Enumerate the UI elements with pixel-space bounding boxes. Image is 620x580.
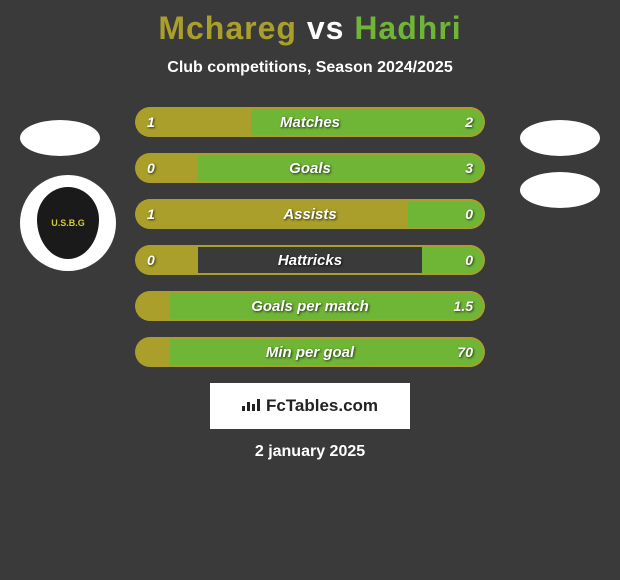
- date-label: 2 january 2025: [0, 443, 620, 461]
- stat-row: Goals0 3: [135, 153, 485, 183]
- subtitle: Club competitions, Season 2024/2025: [0, 59, 620, 77]
- infographic-container: Mchareg vs Hadhri Club competitions, Sea…: [0, 0, 620, 580]
- player1-club-logo: U.S.B.G: [20, 175, 116, 271]
- stat-row: Hattricks0 0: [135, 245, 485, 275]
- stat-value-right: 2: [465, 107, 473, 137]
- stat-value-right: 1.5: [454, 291, 473, 321]
- stats-bars: Matches12Goals03Assists10Hattricks00Goal…: [135, 107, 485, 367]
- stat-value-right: 0: [465, 245, 473, 275]
- stat-value-left: 0: [147, 153, 155, 183]
- source-badge: FcTables.com: [210, 383, 410, 429]
- stat-label: Matches: [135, 107, 485, 137]
- page-title: Mchareg vs Hadhri: [0, 10, 620, 47]
- club-badge-text: U.S.B.G: [51, 219, 85, 228]
- stat-label: Goals: [135, 153, 485, 183]
- chart-icon: [242, 397, 260, 416]
- player1-avatar-placeholder: [20, 120, 100, 156]
- stat-value-left: 0: [147, 245, 155, 275]
- stat-row: Min per goal70: [135, 337, 485, 367]
- player1-name: Mchareg: [158, 10, 297, 46]
- stat-row: Assists1 0: [135, 199, 485, 229]
- stat-label: Hattricks: [135, 245, 485, 275]
- stat-label: Goals per match: [135, 291, 485, 321]
- vs-text: vs: [307, 10, 345, 46]
- stat-value-left: 1: [147, 107, 155, 137]
- source-text: FcTables.com: [266, 396, 378, 416]
- stat-row: Goals per match1.5: [135, 291, 485, 321]
- stat-value-right: 3: [465, 153, 473, 183]
- club-badge: U.S.B.G: [37, 187, 99, 259]
- player2-avatar-placeholder: [520, 120, 600, 156]
- player2-name: Hadhri: [354, 10, 461, 46]
- stat-value-right: 0: [465, 199, 473, 229]
- player2-club-logo-placeholder: [520, 172, 600, 208]
- stat-value-left: 1: [147, 199, 155, 229]
- stat-label: Assists: [135, 199, 485, 229]
- stat-row: Matches1 2: [135, 107, 485, 137]
- stat-label: Min per goal: [135, 337, 485, 367]
- stat-value-right: 70: [457, 337, 473, 367]
